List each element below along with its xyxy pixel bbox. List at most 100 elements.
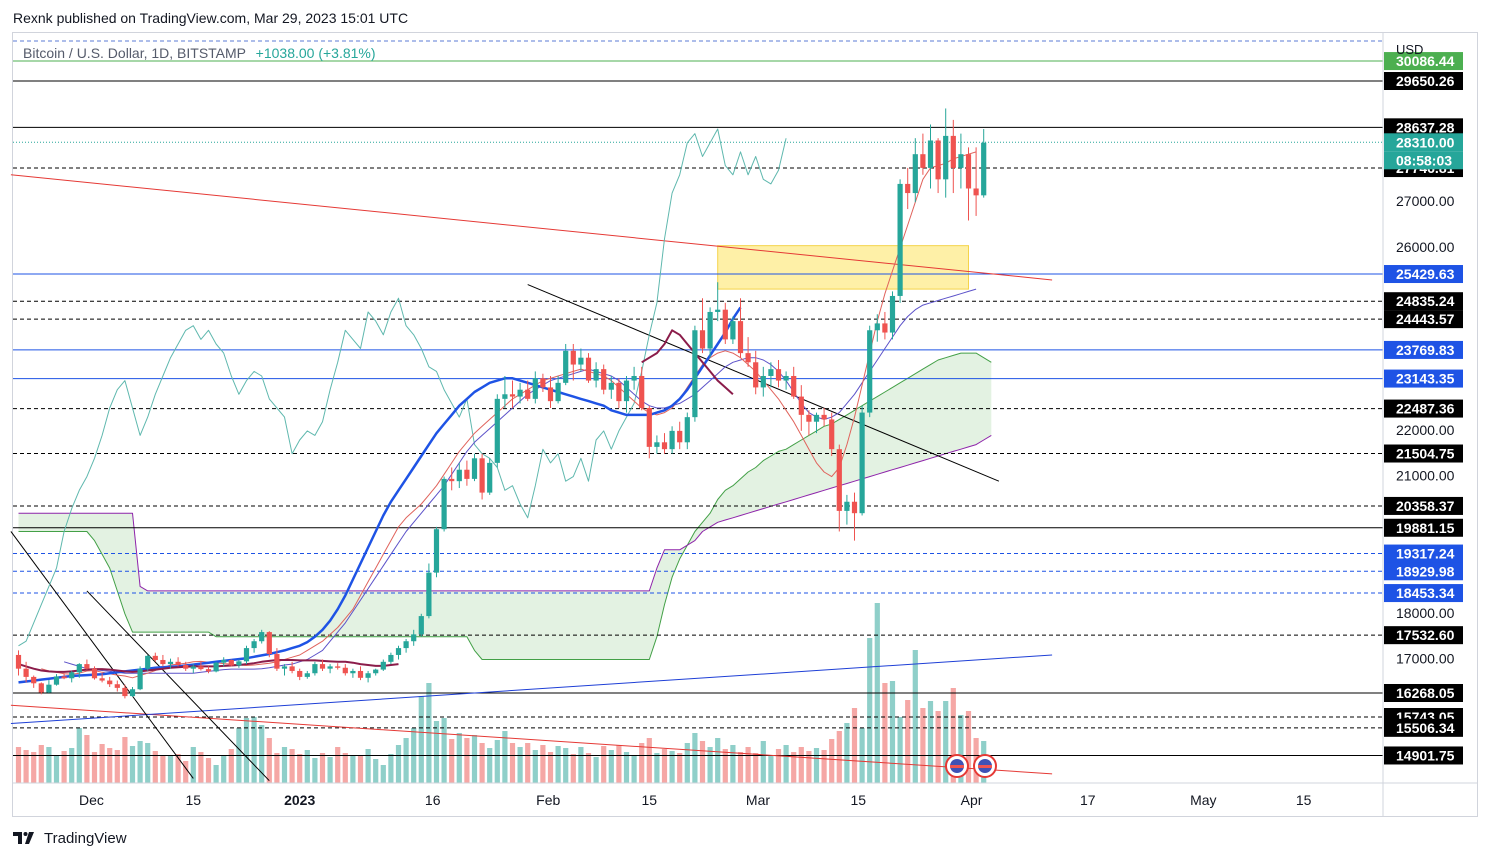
volume-bar <box>821 750 827 783</box>
price-change: +1038.00 (+3.81%) <box>255 45 376 61</box>
volume-bar <box>221 755 227 783</box>
candle-body <box>677 430 683 443</box>
candle-body <box>950 135 956 168</box>
candle-body <box>798 396 804 415</box>
price-tick-label: 26000.00 <box>1396 239 1455 255</box>
tenkan-sen-line <box>41 151 977 679</box>
candle-body <box>654 442 660 447</box>
last-price-badge: 28310.00 <box>1396 134 1455 150</box>
candle-body <box>319 664 326 669</box>
volume-bar <box>585 753 592 783</box>
candle-body <box>449 478 455 482</box>
volume-bar <box>745 747 751 783</box>
volume-bar <box>601 746 607 783</box>
volume-bar <box>449 739 455 783</box>
candle-body <box>578 357 584 365</box>
volume-bar <box>639 743 645 783</box>
candle-body <box>236 661 242 666</box>
candle-body <box>502 394 508 399</box>
candle-body <box>935 140 941 180</box>
candle-body <box>585 357 592 381</box>
candle-body <box>563 350 569 383</box>
volume-bar <box>15 747 22 783</box>
volume-bar <box>335 747 341 783</box>
volume-bar <box>760 741 766 783</box>
volume-bar <box>753 753 759 783</box>
volume-bar <box>965 711 972 783</box>
volume-bar <box>509 743 516 783</box>
trendline <box>86 590 270 782</box>
flag-stripe <box>950 765 964 768</box>
level-price-badge-bg <box>1384 72 1463 91</box>
candle-body <box>669 430 675 450</box>
volume-bar <box>342 753 348 783</box>
level-price-badge: 18453.34 <box>1396 585 1455 601</box>
candle-body <box>973 188 979 196</box>
candle-body <box>456 469 462 482</box>
volume-bar <box>889 681 896 783</box>
candle-body <box>69 672 75 679</box>
candle-body <box>243 648 250 662</box>
time-tick-label: Feb <box>536 792 560 808</box>
candle-body <box>373 669 379 674</box>
level-price-badge-bg <box>1384 518 1463 537</box>
level-price-badge: 24835.24 <box>1396 293 1455 309</box>
candle-body <box>31 676 37 684</box>
candle-body <box>570 350 576 365</box>
volume-bar <box>464 738 470 783</box>
candle-body <box>274 654 280 669</box>
volume-bar <box>851 708 858 783</box>
price-tick-label: 21000.00 <box>1396 468 1455 484</box>
candle-body <box>517 389 523 397</box>
volume-bar <box>183 761 189 783</box>
time-tick-label: May <box>1190 792 1216 808</box>
volume-bar <box>684 743 690 783</box>
candle-body <box>411 634 417 642</box>
level-price-badge: 20358.37 <box>1396 498 1455 514</box>
candle-body <box>297 670 303 677</box>
candle-body <box>715 309 721 312</box>
volume-bar <box>274 753 280 783</box>
candle-body <box>350 670 356 674</box>
volume-bar <box>152 751 158 783</box>
volume-bar <box>53 755 60 783</box>
candle-body <box>851 501 858 514</box>
dark-moving-average-segment <box>641 329 734 396</box>
level-price-badge: 29650.26 <box>1396 73 1455 89</box>
volume-bar <box>502 731 508 783</box>
candle-body <box>433 529 440 573</box>
candle-body <box>813 414 820 422</box>
volume-bar <box>107 748 113 783</box>
volume-bar <box>616 745 622 783</box>
candle-body <box>737 321 744 354</box>
candle-body <box>76 664 82 673</box>
level-price-badge-bg <box>1384 369 1463 388</box>
volume-bar <box>950 688 956 783</box>
volume-bar <box>160 756 166 783</box>
volume-bar <box>654 753 660 783</box>
footer-brand[interactable]: TradingView <box>12 829 127 847</box>
candle-body <box>958 154 964 168</box>
candle-body <box>327 666 333 669</box>
candle-body <box>464 469 470 479</box>
candle-body <box>555 382 561 402</box>
volume-bar <box>699 741 706 783</box>
candle-body <box>471 458 478 479</box>
volume-bar <box>677 753 683 783</box>
candle-body <box>167 661 174 665</box>
time-tick-label: Dec <box>79 792 104 808</box>
volume-bar <box>836 731 842 783</box>
chikou-span-line <box>18 128 787 647</box>
volume-bar <box>433 721 440 783</box>
volume-bar <box>145 743 151 783</box>
volume-bar <box>304 750 310 783</box>
volume-bar <box>69 748 75 783</box>
volume-bar <box>791 752 797 783</box>
candle-body <box>722 309 728 340</box>
candle-body <box>23 668 29 677</box>
symbol-legend[interactable]: Bitcoin / U.S. Dollar, 1D, BITSTAMP +103… <box>23 45 376 61</box>
candle-body <box>107 680 113 685</box>
candle-body <box>684 417 690 443</box>
time-tick-label: 15 <box>642 792 658 808</box>
